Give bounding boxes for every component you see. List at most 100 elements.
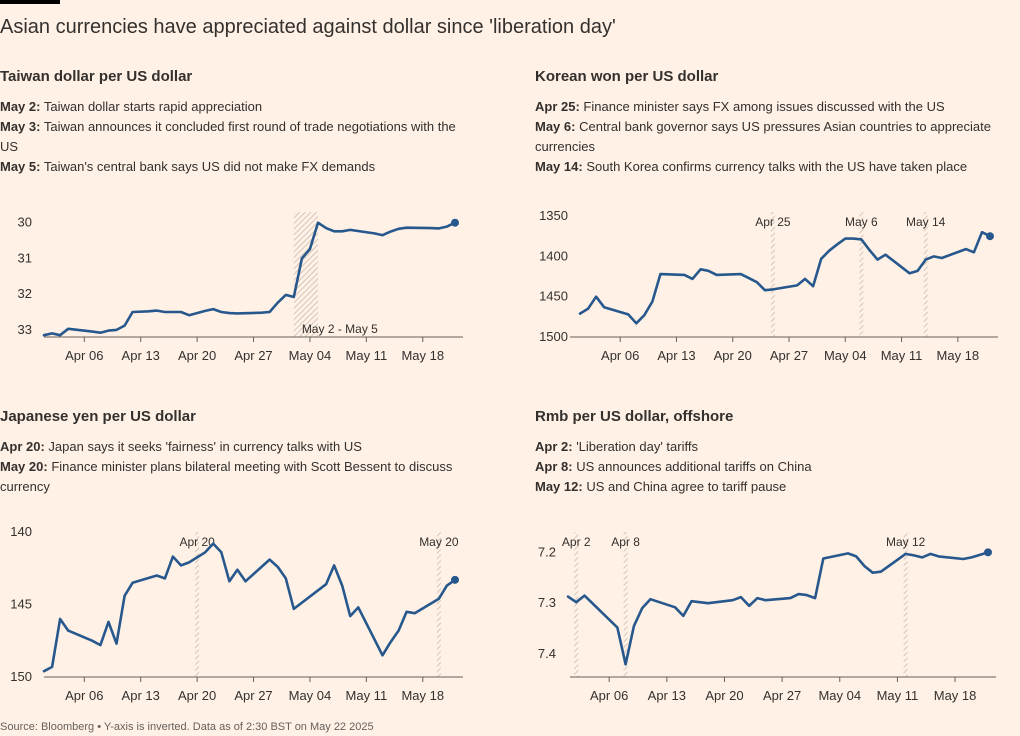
note-text: 'Liberation day' tariffs	[576, 439, 698, 454]
y-tick-label: 145	[10, 597, 32, 612]
x-tick-label: Apr 20	[705, 688, 743, 703]
note-text: South Korea confirms currency talks with…	[586, 159, 968, 174]
y-tick-label: 7.3	[538, 595, 556, 610]
y-tick-label: 1350	[539, 208, 568, 223]
chart-taiwan: May 2 - May 5 30 31 32 33 Apr 06 Apr 13 Apr 20 A…	[18, 212, 463, 363]
note-text: US announces additional tariffs on China	[576, 459, 812, 474]
chart-note: Apr 25: Finance minister says FX among i…	[535, 97, 1020, 117]
y-tick-label: 33	[18, 322, 32, 337]
x-tick-label: Apr 06	[590, 688, 628, 703]
x-tick-label: May 18	[401, 348, 444, 363]
chart-note: Apr 20: Japan says it seeks 'fairness' i…	[0, 437, 485, 457]
y-tick-label: 150	[10, 669, 32, 684]
chart-title: Japanese yen per US dollar	[0, 408, 196, 425]
chart-title: Rmb per US dollar, offshore	[535, 408, 734, 425]
y-tick-label: 1400	[539, 248, 568, 263]
event-band	[195, 532, 200, 677]
x-tick-label: Apr 27	[763, 688, 801, 703]
event-band	[859, 212, 864, 337]
y-tick-label: 30	[18, 215, 32, 230]
x-tick-label: May 04	[818, 688, 861, 703]
series-end-point	[451, 575, 459, 584]
event-band	[770, 212, 775, 337]
note-date: May 6:	[535, 119, 576, 134]
page-title: Asian currencies have appreciated agains…	[0, 16, 616, 38]
note-date: Apr 2:	[535, 439, 573, 454]
note-date: May 12:	[535, 479, 583, 494]
x-tick-label: Apr 06	[65, 348, 103, 363]
x-tick-label: Apr 20	[178, 348, 216, 363]
note-text: Taiwan announces it concluded first roun…	[0, 119, 456, 154]
x-tick-label: Apr 13	[648, 688, 686, 703]
x-tick-label: May 18	[401, 688, 444, 703]
panel-japan: Japanese yen per US dollar Apr 20: Japan…	[0, 408, 485, 497]
chart-note: May 2: Taiwan dollar starts rapid apprec…	[0, 97, 500, 117]
x-tick-label: May 04	[289, 348, 332, 363]
x-tick-label: May 18	[934, 688, 977, 703]
chart-note: May 14: South Korea confirms currency ta…	[535, 157, 1020, 177]
source-note: Source: Bloomberg • Y-axis is inverted. …	[0, 721, 374, 733]
x-tick-label: Apr 20	[178, 688, 216, 703]
brand-bar	[0, 0, 60, 4]
x-tick-label: May 11	[346, 348, 388, 363]
y-tick-label: 1450	[539, 289, 568, 304]
event-label: May 14	[906, 215, 946, 229]
chart-note: May 5: Taiwan's central bank says US did…	[0, 157, 500, 177]
event-band	[923, 212, 928, 337]
series-line	[566, 551, 990, 666]
chart-china: Apr 2 Apr 8 May 12 7.2 7.3 7.4 Apr 06 Apr 13 Apr…	[538, 532, 996, 703]
event-band	[903, 532, 908, 677]
chart-note: May 20: Finance minister plans bilateral…	[0, 457, 482, 497]
chart-title: Taiwan dollar per US dollar	[0, 68, 193, 85]
event-label: May 20	[419, 535, 459, 549]
note-date: May 14:	[535, 159, 583, 174]
x-tick-label: May 11	[877, 688, 919, 703]
panel-korea: Korean won per US dollar Apr 25: Finance…	[535, 68, 1020, 177]
series-end-point	[984, 548, 992, 557]
panel-taiwan: Taiwan dollar per US dollar May 2: Taiwa…	[0, 68, 500, 177]
x-tick-label: Apr 13	[122, 348, 160, 363]
event-label: Apr 8	[611, 535, 640, 549]
event-band	[574, 532, 579, 677]
x-tick-label: May 04	[289, 688, 332, 703]
x-tick-label: Apr 06	[601, 348, 639, 363]
chart-note: May 3: Taiwan announces it concluded fir…	[0, 117, 470, 157]
event-label: Apr 2	[562, 535, 591, 549]
x-tick-label: Apr 27	[234, 688, 272, 703]
event-label: May 2 - May 5	[302, 322, 378, 336]
y-tick-label: 31	[18, 250, 32, 265]
x-tick-label: May 11	[881, 348, 923, 363]
y-tick-label: 32	[18, 286, 32, 301]
chart-note: May 6: Central bank governor says US pre…	[535, 117, 1017, 157]
note-text: Taiwan's central bank says US did not ma…	[43, 159, 376, 174]
x-tick-label: Apr 13	[122, 688, 160, 703]
note-text: Finance minister says FX among issues di…	[583, 99, 945, 114]
series-line	[42, 221, 457, 337]
note-date: Apr 25:	[535, 99, 580, 114]
chart-note: Apr 2: 'Liberation day' tariffs	[535, 437, 1020, 457]
series-line	[578, 230, 992, 325]
event-label: Apr 20	[179, 535, 215, 549]
x-tick-label: Apr 27	[234, 348, 272, 363]
chart-note: May 12: US and China agree to tariff pau…	[535, 477, 1020, 497]
event-label: May 6	[845, 215, 878, 229]
note-text: Finance minister plans bilateral meeting…	[0, 459, 453, 494]
panel-china: Rmb per US dollar, offshore Apr 2: 'Libe…	[535, 408, 1020, 497]
note-date: May 20:	[0, 459, 48, 474]
event-band	[436, 532, 441, 677]
note-text: Taiwan dollar starts rapid appreciation	[43, 99, 263, 114]
y-tick-label: 1500	[539, 329, 568, 344]
series-end-point	[451, 218, 459, 227]
x-tick-label: Apr 20	[714, 348, 752, 363]
x-tick-label: Apr 13	[657, 348, 695, 363]
x-tick-label: May 04	[824, 348, 867, 363]
x-tick-label: May 11	[346, 688, 388, 703]
x-tick-label: Apr 27	[770, 348, 808, 363]
note-text: US and China agree to tariff pause	[586, 479, 787, 494]
x-tick-label: Apr 06	[65, 688, 103, 703]
note-text: Central bank governor says US pressures …	[535, 119, 991, 154]
note-text: Japan says it seeks 'fairness' in curren…	[48, 439, 362, 454]
y-tick-label: 140	[10, 524, 32, 539]
note-date: May 3:	[0, 119, 41, 134]
note-date: Apr 8:	[535, 459, 573, 474]
